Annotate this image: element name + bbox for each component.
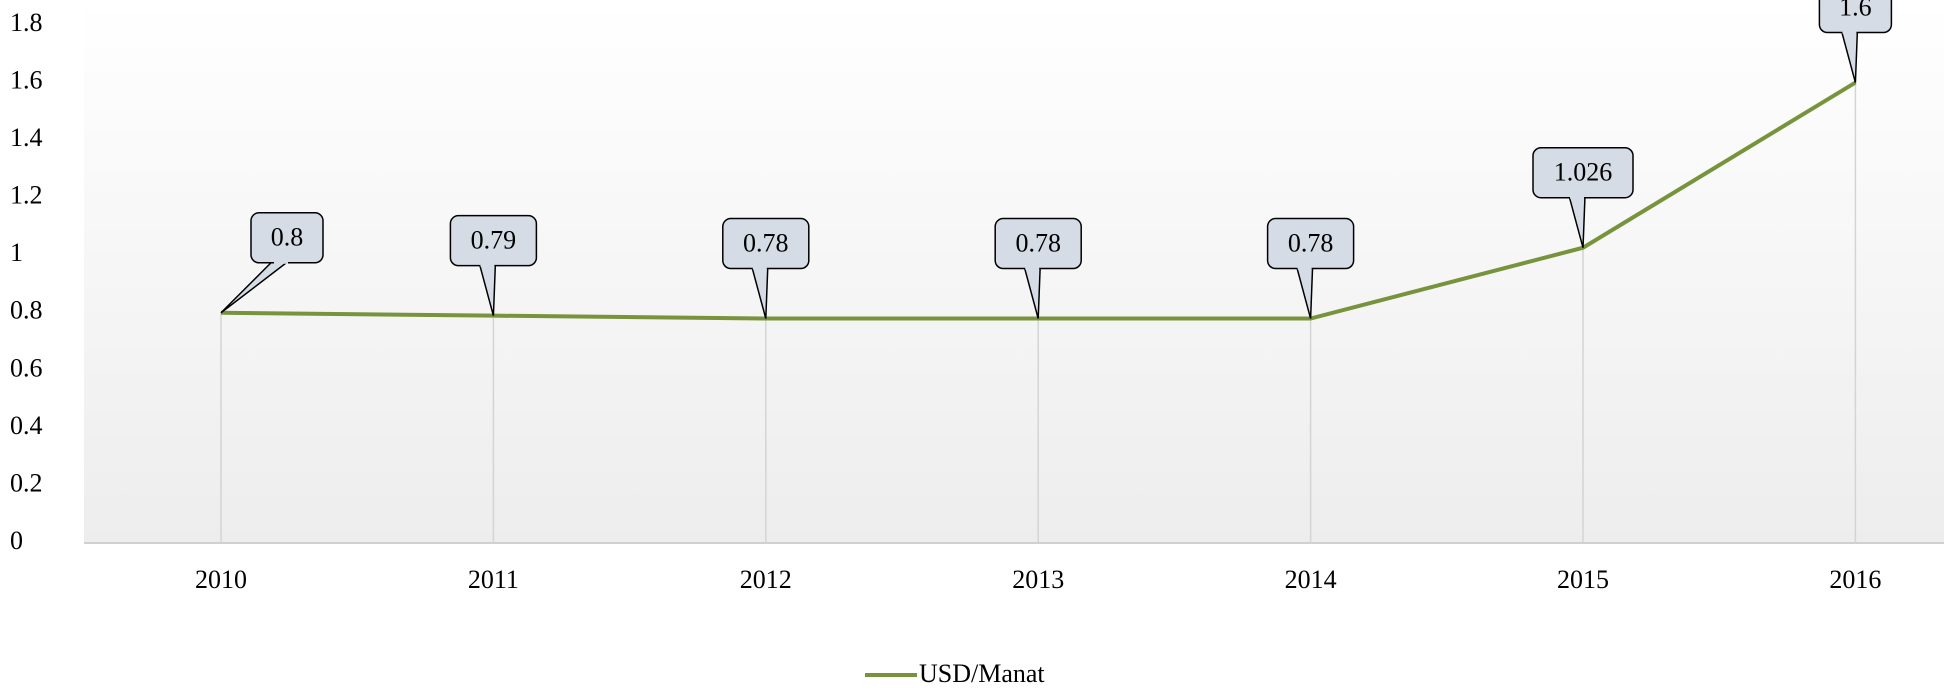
x-tick-label: 2015 [1557, 565, 1609, 594]
data-label: 0.78 [1266, 217, 1355, 319]
data-label: 1.026 [1532, 146, 1634, 248]
y-tick-label: 0.4 [10, 411, 43, 440]
data-label-text: 1.026 [1554, 158, 1613, 187]
data-label-text: 0.78 [1288, 229, 1334, 258]
y-tick-label: 0.2 [10, 468, 43, 497]
data-label: 0.78 [722, 217, 810, 319]
x-tick-label: 2016 [1829, 565, 1881, 594]
data-label-text: 0.8 [271, 223, 304, 252]
y-tick-label: 1 [10, 238, 23, 267]
data-label-text: 1.6 [1839, 0, 1872, 22]
y-tick-label: 0.6 [10, 353, 43, 382]
legend-label: USD/Manat [919, 659, 1045, 688]
data-label: 1.6 [1818, 0, 1893, 83]
y-tick-label: 0.8 [10, 296, 43, 325]
x-tick-label: 2010 [195, 565, 247, 594]
data-label-text: 0.79 [471, 226, 517, 255]
data-label: 0.78 [994, 217, 1082, 319]
plot-background [84, 0, 1944, 543]
x-tick-label: 2012 [740, 565, 792, 594]
x-tick-label: 2013 [1012, 565, 1064, 594]
y-tick-label: 0 [10, 526, 23, 555]
data-label-text: 0.78 [743, 229, 789, 258]
y-tick-label: 1.8 [10, 8, 43, 37]
data-label-text: 0.78 [1015, 229, 1061, 258]
y-tick-label: 1.6 [10, 66, 43, 95]
data-label: 0.8 [220, 212, 324, 314]
data-label: 0.79 [449, 214, 538, 316]
x-tick-label: 2011 [468, 565, 519, 594]
y-tick-label: 1.2 [10, 181, 43, 210]
y-tick-label: 1.4 [10, 123, 43, 152]
x-tick-label: 2014 [1285, 565, 1337, 594]
